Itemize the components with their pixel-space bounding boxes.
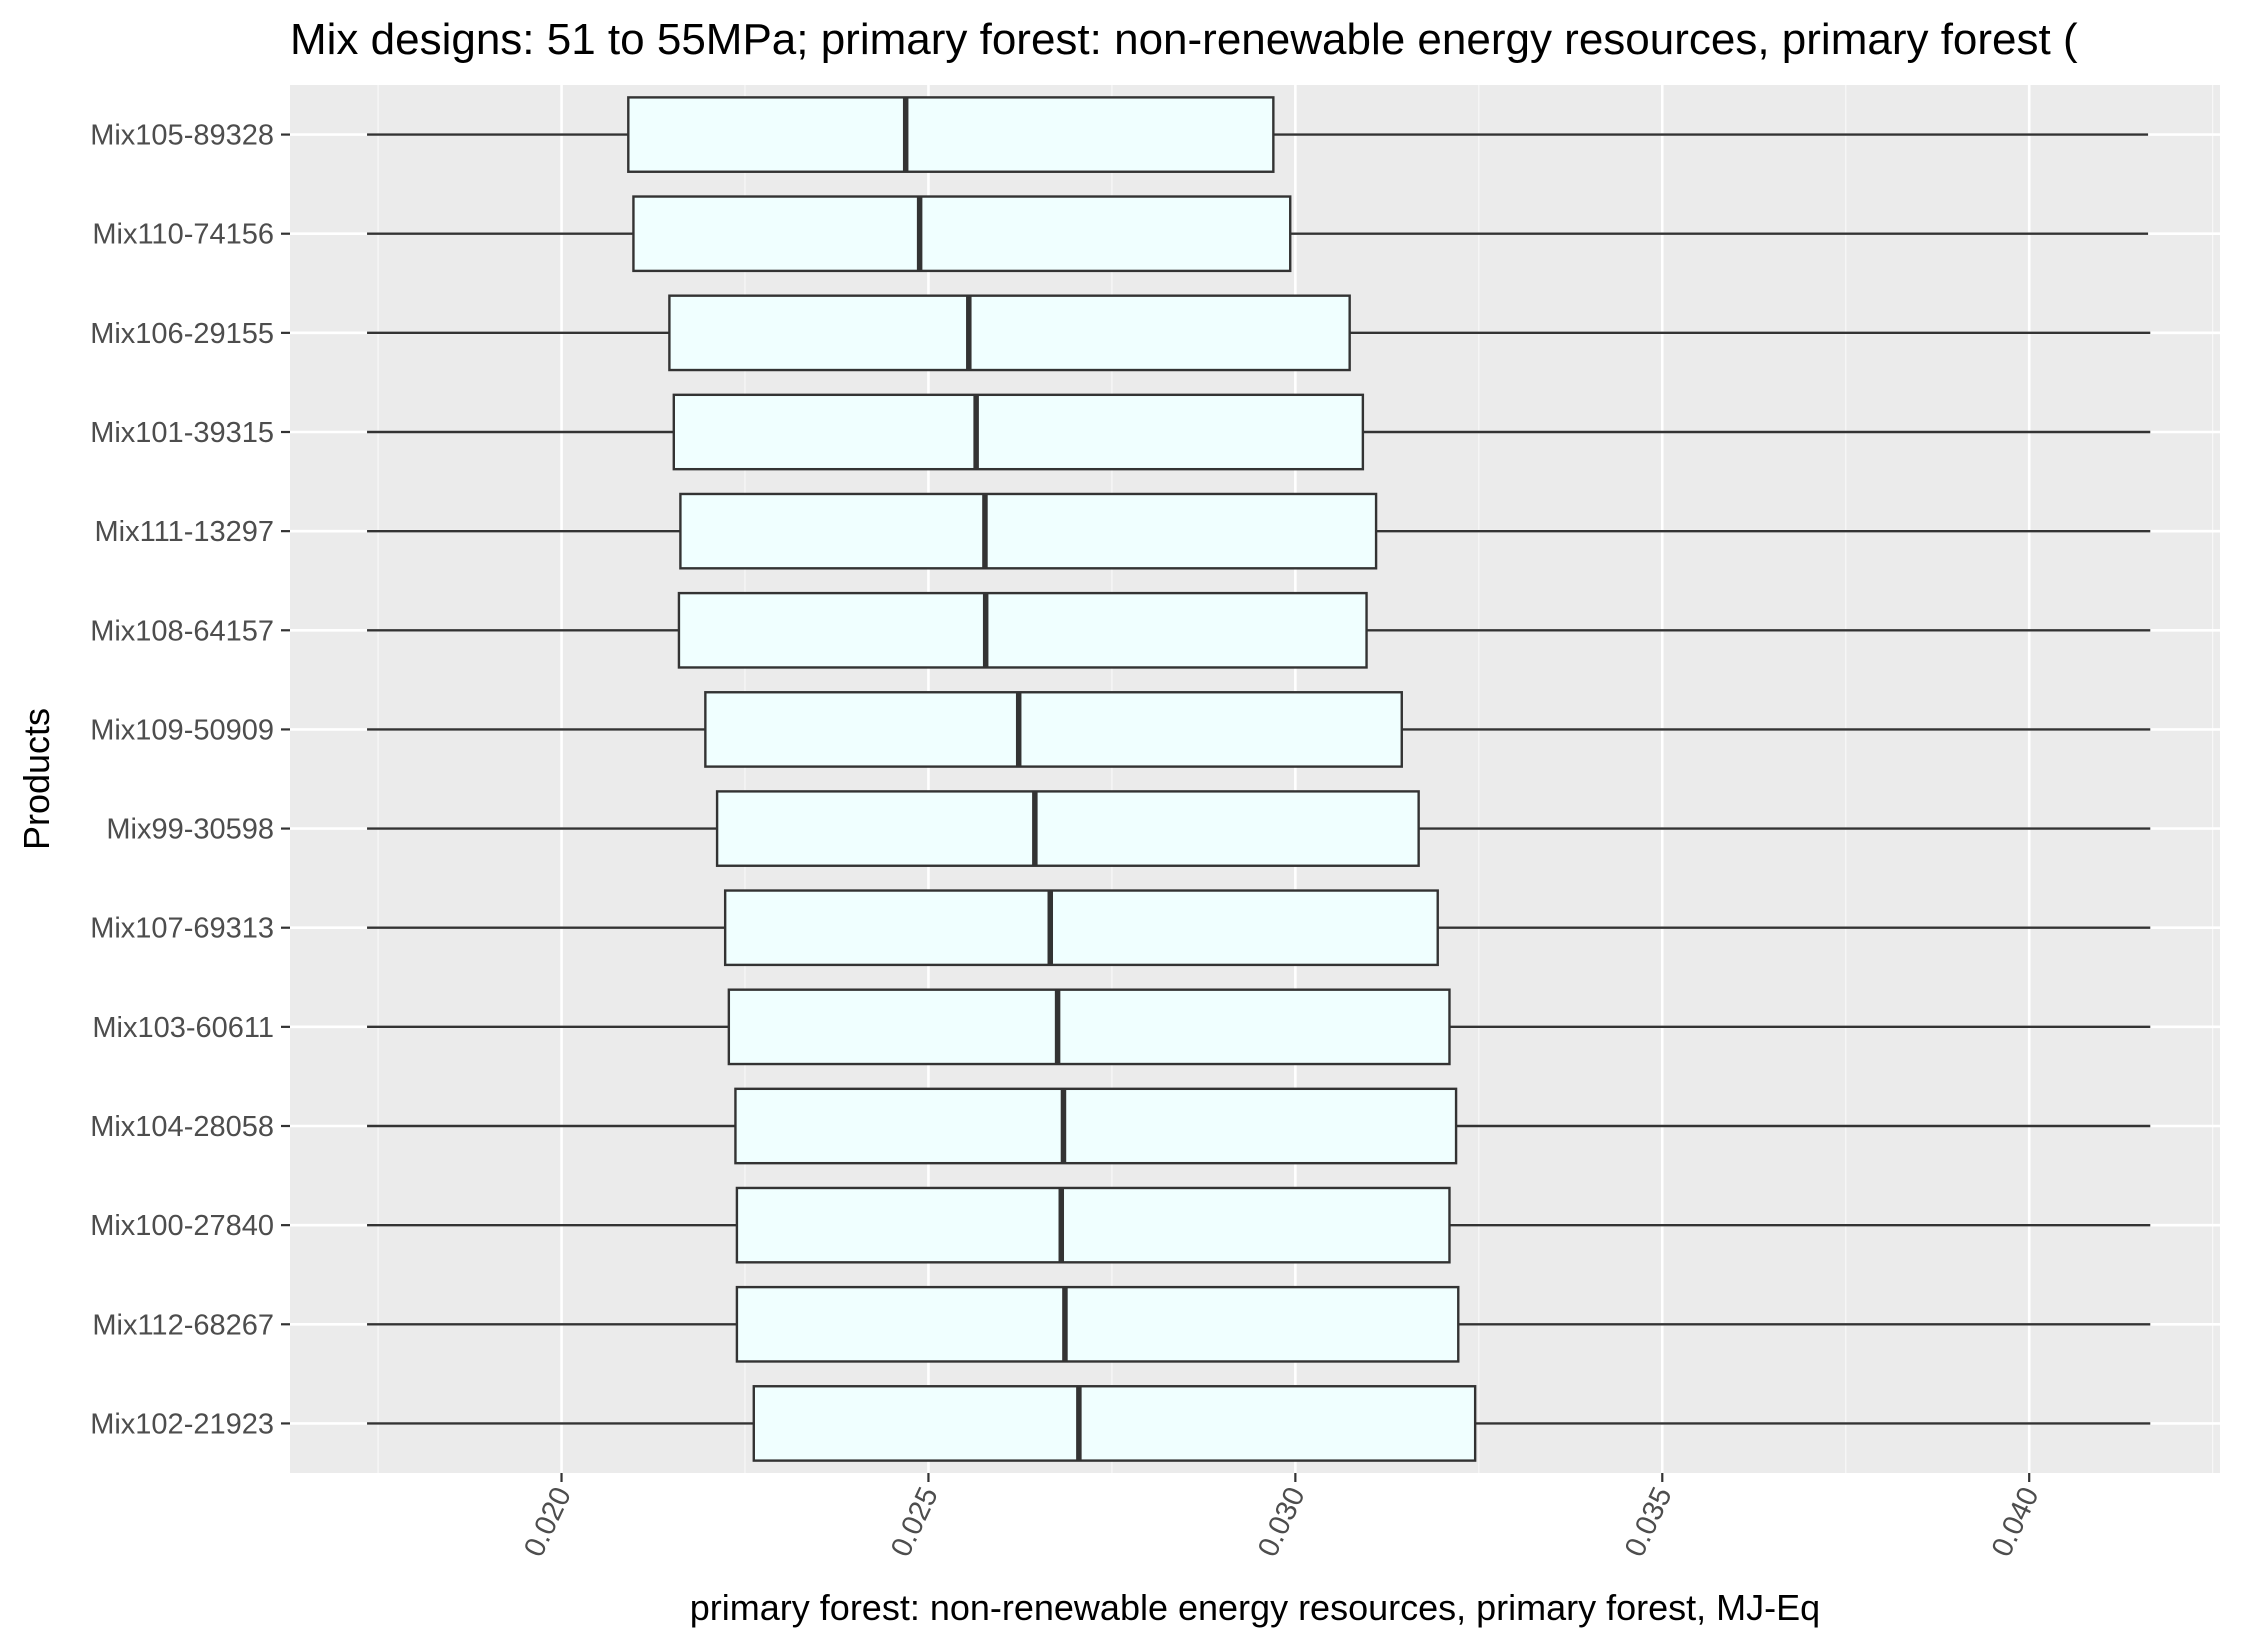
- y-tick-label: Mix104-28058: [90, 1111, 274, 1143]
- plot-panel: [290, 85, 2220, 1473]
- y-axis-title: Products: [16, 708, 57, 850]
- box: [679, 492, 1378, 570]
- x-tick-label: 0.025: [885, 1482, 945, 1561]
- box: [668, 294, 1351, 372]
- box: [735, 1186, 1451, 1264]
- y-tick-label: Mix110-74156: [92, 219, 274, 251]
- box: [735, 1285, 1460, 1363]
- y-tick-label: Mix101-39315: [90, 417, 274, 449]
- box: [632, 195, 1292, 273]
- box: [627, 96, 1275, 173]
- box: [727, 988, 1451, 1066]
- y-tick-label: Mix112-68267: [92, 1309, 274, 1341]
- y-tick-label: Mix103-60611: [92, 1012, 274, 1044]
- x-axis: 0.020 0.025 0.030 0.035 0.040: [518, 1473, 2046, 1562]
- chart-title: Mix designs: 51 to 55MPa; primary forest…: [290, 15, 2078, 64]
- y-tick-label: Mix111-13297: [95, 516, 274, 548]
- box: [734, 1087, 1458, 1165]
- box-series: [367, 96, 2151, 1462]
- y-tick-label: Mix107-69313: [90, 913, 274, 945]
- y-axis: Mix105-89328 Mix110-74156 Mix106-29155 Mix1…: [90, 120, 290, 1440]
- y-tick-label: Mix100-27840: [90, 1210, 274, 1242]
- box: [677, 591, 1368, 669]
- x-tick-label: 0.040: [1986, 1482, 2046, 1561]
- box: [752, 1385, 1477, 1462]
- box: [723, 889, 1439, 967]
- box: [715, 790, 1420, 867]
- x-tick-label: 0.020: [518, 1482, 578, 1561]
- box: [672, 393, 1365, 471]
- y-tick-label: Mix109-50909: [90, 714, 274, 746]
- y-tick-label: Mix102-21923: [90, 1408, 274, 1440]
- y-tick-label: Mix99-30598: [106, 814, 274, 846]
- x-tick-label: 0.035: [1619, 1482, 1679, 1561]
- x-tick-label: 0.030: [1252, 1482, 1312, 1561]
- box: [704, 691, 1403, 768]
- x-axis-title: primary forest: non-renewable energy res…: [690, 1587, 1820, 1628]
- y-tick-label: Mix105-89328: [90, 120, 274, 152]
- y-tick-label: Mix108-64157: [90, 615, 274, 647]
- y-tick-label: Mix106-29155: [90, 318, 274, 350]
